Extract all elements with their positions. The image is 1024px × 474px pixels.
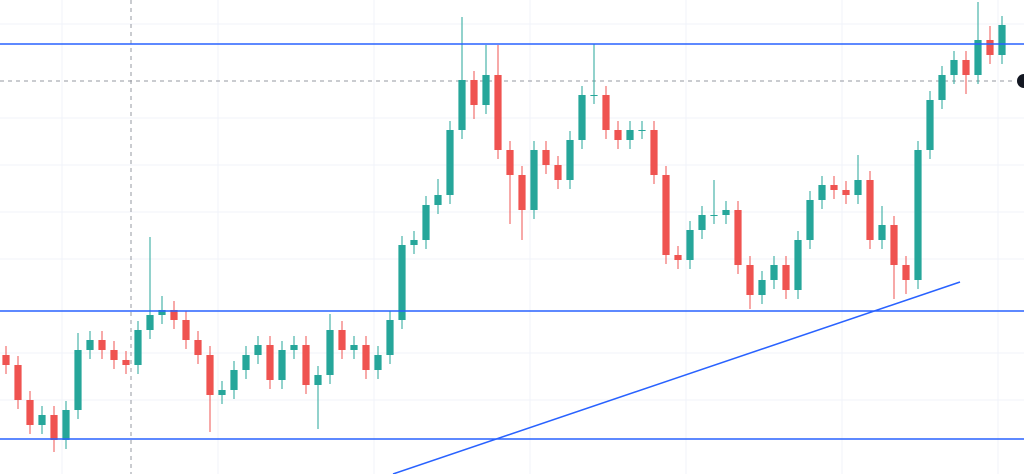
body: [122, 360, 130, 365]
body: [158, 310, 166, 315]
body: [542, 150, 550, 165]
body: [938, 75, 946, 100]
body: [518, 175, 526, 210]
body: [434, 195, 442, 205]
body: [866, 180, 874, 240]
body: [266, 345, 274, 380]
body: [530, 150, 538, 210]
body: [674, 255, 682, 260]
body: [734, 210, 742, 265]
body: [26, 400, 34, 425]
body: [902, 265, 910, 280]
body: [950, 60, 958, 75]
body: [206, 355, 214, 395]
body: [98, 340, 106, 350]
body: [314, 375, 322, 385]
body: [422, 205, 430, 240]
levels: [0, 43, 1024, 440]
body: [470, 80, 478, 105]
body: [386, 320, 394, 355]
body: [482, 75, 490, 105]
body: [662, 175, 670, 255]
body: [878, 225, 886, 240]
body: [914, 150, 922, 280]
body: [974, 40, 982, 75]
trend-line: [392, 281, 961, 474]
body: [362, 345, 370, 370]
body: [806, 200, 814, 240]
body: [494, 75, 502, 150]
body: [794, 240, 802, 290]
body: [722, 210, 730, 215]
body: [242, 355, 250, 370]
body: [962, 60, 970, 75]
body: [578, 95, 586, 140]
body: [626, 130, 634, 140]
body: [986, 40, 994, 55]
body: [50, 415, 58, 440]
candles: [2, 2, 1006, 452]
body: [458, 80, 466, 130]
body: [770, 265, 778, 280]
body: [110, 350, 118, 360]
body: [194, 340, 202, 355]
body: [854, 180, 862, 195]
body: [326, 330, 334, 375]
body: [302, 345, 310, 385]
body: [230, 370, 238, 390]
body: [182, 320, 190, 340]
body: [62, 410, 70, 440]
body: [170, 310, 178, 320]
body: [998, 25, 1006, 55]
body: [290, 345, 298, 350]
body: [338, 330, 346, 350]
body: [350, 345, 358, 350]
body: [2, 355, 10, 365]
body: [650, 130, 658, 175]
body: [278, 350, 286, 380]
body: [554, 165, 562, 180]
body: [638, 130, 646, 131]
body: [758, 280, 766, 295]
crosshair-handle[interactable]: [1017, 74, 1024, 88]
body: [566, 140, 574, 180]
body: [86, 340, 94, 350]
body: [218, 390, 226, 395]
body: [926, 100, 934, 150]
body: [410, 240, 418, 245]
body: [686, 230, 694, 260]
body: [446, 130, 454, 195]
body: [14, 365, 22, 400]
body: [842, 190, 850, 195]
body: [590, 95, 598, 96]
body: [398, 245, 406, 320]
body: [134, 330, 142, 365]
body: [698, 215, 706, 230]
body: [374, 355, 382, 370]
body: [614, 130, 622, 140]
body: [506, 150, 514, 175]
body: [746, 265, 754, 295]
body: [818, 185, 826, 200]
body: [890, 225, 898, 265]
body: [254, 345, 262, 355]
body: [602, 95, 610, 130]
body: [830, 185, 838, 190]
body: [74, 350, 82, 410]
body: [38, 415, 46, 425]
body: [782, 265, 790, 290]
body: [146, 315, 154, 330]
body: [710, 215, 718, 216]
